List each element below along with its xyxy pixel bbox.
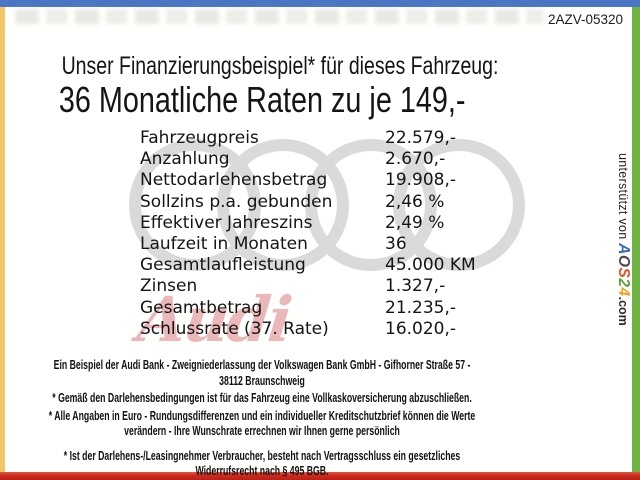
row-label: Zinsen <box>140 276 198 297</box>
credit-prefix: unterstützt von <box>616 153 630 244</box>
footnote-angaben-euro: * Alle Angaben in Euro - Rundungsdiffere… <box>48 407 476 439</box>
row-value: 45.000 KM <box>385 255 476 276</box>
table-row: Anzahlung 2.670,- <box>140 149 524 170</box>
logo-letter-2: 2 <box>615 278 632 288</box>
table-row: Schlussrate (37. Rate) 16.020,- <box>140 319 524 340</box>
logo-letter-a: A <box>615 243 632 255</box>
row-value: 22.579,- <box>385 128 457 148</box>
logo-letter-4: 4 <box>615 287 632 297</box>
footnote-bank-address: Ein Beispiel der Audi Bank - Zweignieder… <box>53 357 471 388</box>
row-label: Schlussrate (37. Rate) <box>140 318 329 339</box>
table-row: Laufzeit in Monaten 36 <box>140 234 524 255</box>
table-row: Sollzins p.a. gebunden 2,46 % <box>140 192 524 213</box>
table-row: Fahrzeugpreis 22.579,- <box>140 128 524 149</box>
logo-letter-o: O <box>615 254 632 268</box>
document-id: 2AZV-05320 <box>547 12 623 27</box>
table-row: Nettodarlehensbetrag 19.908,- <box>140 170 524 191</box>
row-value: 2,49 % <box>385 212 445 233</box>
row-label: Gesamtbetrag <box>140 297 263 318</box>
row-value: 19.908,- <box>385 170 457 191</box>
logo-letter-s: S <box>615 267 632 279</box>
row-value: 1.327,- <box>385 276 446 297</box>
title-line2-text: 36 Monatliche Raten zu je 149,- <box>58 79 466 120</box>
row-label: Sollzins p.a. gebunden <box>140 191 333 212</box>
title-block: Unser Finanzierungsbeispiel* für dieses … <box>0 52 524 119</box>
row-value: 21.235,- <box>385 297 457 318</box>
row-label: Fahrzeugpreis <box>140 128 259 148</box>
title-line2: 36 Monatliche Raten zu je 149,- <box>0 81 524 119</box>
footnote-vollkasko: * Gemäß den Darlehensbedingungen ist für… <box>52 390 472 405</box>
financing-table: Fahrzeugpreis 22.579,- Anzahlung 2.670,-… <box>140 128 524 340</box>
row-label: Effektiver Jahreszins <box>140 212 313 233</box>
ghost-headline-strip <box>15 9 543 24</box>
row-label: Nettodarlehensbetrag <box>140 170 328 191</box>
table-row: Zinsen 1.327,- <box>140 276 524 297</box>
row-value: 36 <box>385 234 407 255</box>
aos24-logo: AOS24 <box>615 243 632 296</box>
frame-left-bar <box>0 7 5 472</box>
frame-right-bar <box>632 7 640 472</box>
row-label: Anzahlung <box>140 149 230 170</box>
frame-top-bar <box>0 0 640 7</box>
sidebar-credit: unterstützt von AOS24.com <box>611 153 632 363</box>
title-line1-text: Unser Finanzierungsbeispiel* für dieses … <box>61 52 499 80</box>
row-label: Gesamtlaufleistung <box>140 255 306 276</box>
table-row: Gesamtlaufleistung 45.000 KM <box>140 255 524 276</box>
row-value: 2,46 % <box>385 191 445 212</box>
table-row: Gesamtbetrag 21.235,- <box>140 298 524 319</box>
footnote-widerrufsrecht: * Ist der Darlehens-/Leasingnehmer Verbr… <box>63 447 461 479</box>
row-label: Laufzeit in Monaten <box>140 234 308 255</box>
table-row: Effektiver Jahreszins 2,49 % <box>140 213 524 234</box>
frame-bottom-bar <box>0 472 640 480</box>
credit-suffix: .com <box>616 296 630 326</box>
row-value: 16.020,- <box>385 318 457 339</box>
row-value: 2.670,- <box>385 149 446 170</box>
legal-footnotes: Ein Beispiel der Audi Bank - Zweignieder… <box>48 357 477 480</box>
title-line1: Unser Finanzierungsbeispiel* für dieses … <box>0 52 524 81</box>
audi-rings-watermark-icon <box>129 139 525 271</box>
